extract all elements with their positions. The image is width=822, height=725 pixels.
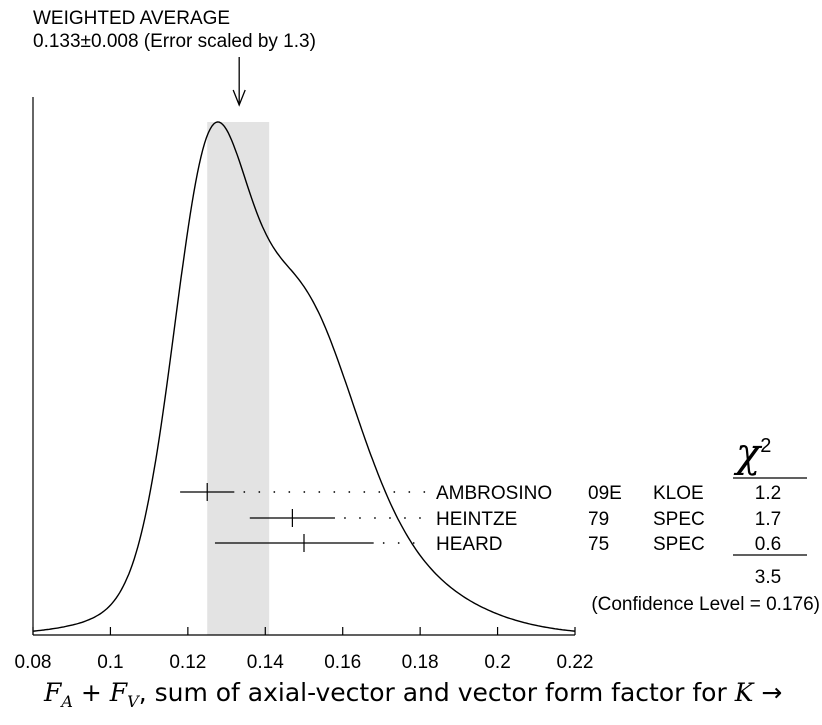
leader-dot [382, 542, 385, 544]
measurements-layer [180, 483, 426, 552]
leader-dot [389, 517, 391, 519]
measurement-author: AMBROSINO [436, 483, 552, 504]
measurement-year: 09E [588, 483, 622, 504]
confidence-level: (Confidence Level = 0.176) [591, 594, 820, 615]
measurement-technique: SPEC [653, 534, 705, 555]
measurement-technique: KLOE [653, 483, 704, 504]
chi2-total: 3.5 [755, 567, 781, 588]
measurement-year: 79 [588, 509, 609, 530]
leader-dot [243, 491, 246, 493]
ideogram-curve [32, 121, 576, 632]
leader-dot [348, 491, 351, 493]
x-tick-label: 0.18 [402, 652, 439, 673]
x-tick-label: 0.16 [324, 652, 361, 673]
leader-dot [412, 542, 415, 544]
weighted-average-value: 0.133±0.008 (Error scaled by 1.3) [33, 31, 316, 52]
x-tick-label: 0.12 [169, 652, 206, 673]
measurement-author: HEINTZE [436, 509, 517, 530]
leader-dot [378, 491, 381, 493]
measurement-author: HEARD [436, 534, 503, 555]
leader-dot [404, 517, 406, 519]
x-tick-label: 0.1 [97, 652, 123, 673]
leader-dot [288, 491, 291, 493]
axes-layer [32, 97, 576, 636]
average-arrow-layer [232, 57, 246, 107]
measurement-chi2: 0.6 [755, 534, 781, 555]
leader-dot [374, 517, 376, 519]
average-band [207, 122, 270, 635]
leader-dot [333, 491, 336, 493]
leader-dot [318, 491, 321, 493]
measurement-chi2: 1.7 [755, 509, 781, 530]
leader-dot [408, 491, 411, 493]
measurement-chi2: 1.2 [755, 483, 781, 504]
average-band-layer [207, 122, 270, 635]
x-tick-label: 0.22 [557, 652, 594, 673]
x-tick-label: 0.08 [15, 652, 52, 673]
measurement-year: 75 [588, 534, 609, 555]
chi-squared-symbol: χ2 [736, 430, 772, 477]
x-axis-label: FA + FV, sum of axial-vector and vector … [44, 678, 783, 711]
leader-dot [419, 517, 421, 519]
labels-layer: 0.08 0.1 0.12 0.14 0.16 0.18 0.2 0.22 AMBROSINO 0… [15, 477, 820, 673]
x-tick-label: 0.14 [247, 652, 284, 673]
ideogram-curve-layer [32, 121, 576, 632]
leader-dot [303, 491, 306, 493]
leader-dot [258, 491, 261, 493]
measurement-technique: SPEC [653, 509, 705, 530]
leader-dot [344, 517, 346, 519]
leader-dot [363, 491, 366, 493]
average-arrow-head [232, 89, 246, 107]
x-tick-label: 0.2 [484, 652, 510, 673]
leader-dot [397, 542, 400, 544]
weighted-average-title: WEIGHTED AVERAGE [33, 8, 231, 29]
leader-dot [359, 517, 361, 519]
leader-dot [393, 491, 396, 493]
leader-dot [423, 491, 426, 493]
leader-dot [273, 491, 276, 493]
